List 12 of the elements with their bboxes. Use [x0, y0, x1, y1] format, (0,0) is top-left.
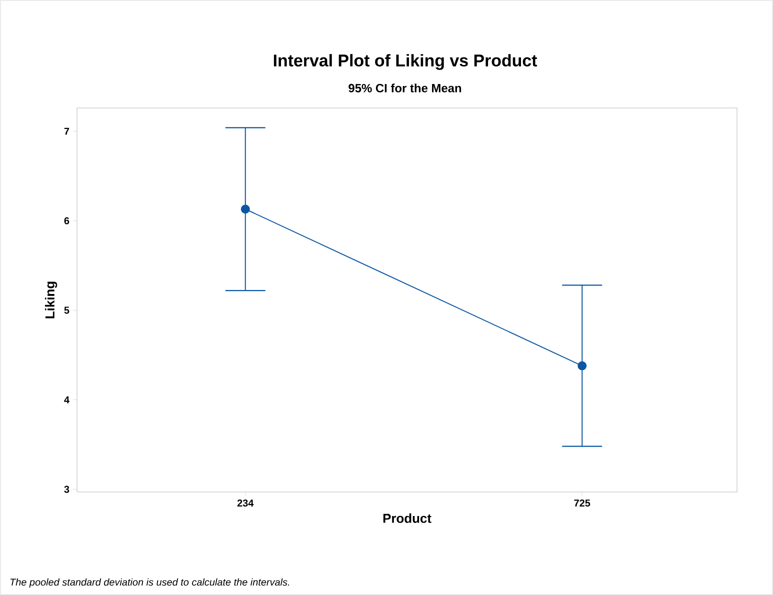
y-axis-title: Liking	[44, 282, 58, 318]
text: The pooled standard deviation is used to calculate the intervals.	[10, 578, 290, 588]
y-tick-label: 7	[64, 128, 70, 135]
x-tick-label: 725	[574, 500, 590, 507]
chart-subtitle: 95% CI for the Mean	[348, 84, 462, 92]
x-axis-title: Product	[383, 513, 432, 523]
y-tick-label: 5	[64, 306, 70, 314]
x-tick-label: 234	[237, 500, 254, 507]
y-tick-label: 6	[64, 217, 70, 224]
chart-title: Interval Plot of Liking vs Product	[274, 54, 538, 70]
y-tick-label: 4	[64, 396, 70, 404]
y-tick-label: 3	[64, 486, 70, 493]
